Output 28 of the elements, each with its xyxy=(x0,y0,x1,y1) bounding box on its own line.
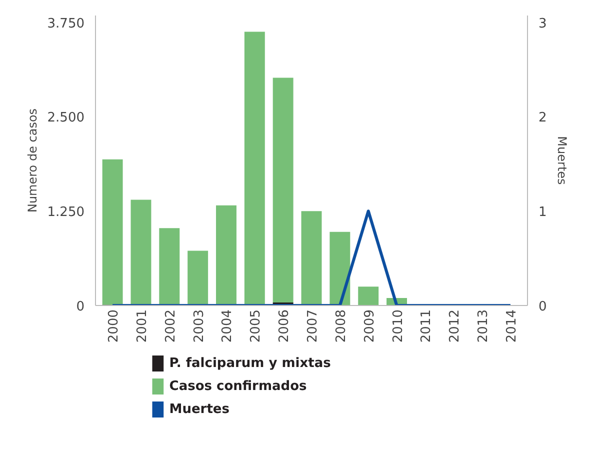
x-tick-label: 2010 xyxy=(390,309,406,343)
x-tick-label: 2004 xyxy=(220,309,236,343)
y-tick-label: 3.750 xyxy=(47,16,84,32)
x-tick-label: 2007 xyxy=(306,309,320,343)
y-tick-label: 2.500 xyxy=(47,110,84,126)
x-tick-label: 2003 xyxy=(192,309,207,343)
legend-label: Casos confirmados xyxy=(169,379,308,394)
x-tick-label: 2002 xyxy=(163,309,178,343)
y-tick-label: 0 xyxy=(76,300,85,314)
y2-tick-label: 0 xyxy=(538,300,547,314)
y2-tick-label: 3 xyxy=(538,16,547,32)
legend-label: Muertes xyxy=(169,402,230,417)
x-tick-label: 2005 xyxy=(248,309,264,343)
x-tick-label: 2009 xyxy=(362,309,378,343)
x-tick-label: 2000 xyxy=(106,309,122,343)
y2-tick-label: 1 xyxy=(538,205,547,220)
y2-axis-title: Muertes xyxy=(554,136,569,185)
x-tick-label: 2012 xyxy=(448,309,463,343)
x-tick-label: 2013 xyxy=(476,309,492,343)
legend-label: P. falciparum y mixtas xyxy=(169,356,332,371)
y-tick-label: 1.250 xyxy=(47,205,84,220)
x-tick-label: 2011 xyxy=(419,309,434,343)
x-tick-label: 2008 xyxy=(334,309,349,343)
x-tick-label: 2014 xyxy=(504,309,520,343)
y-axis-title: Numero de casos xyxy=(25,108,40,213)
x-tick-label: 2006 xyxy=(277,309,292,343)
x-tick-label: 2001 xyxy=(134,309,150,343)
y2-tick-label: 2 xyxy=(538,110,547,126)
